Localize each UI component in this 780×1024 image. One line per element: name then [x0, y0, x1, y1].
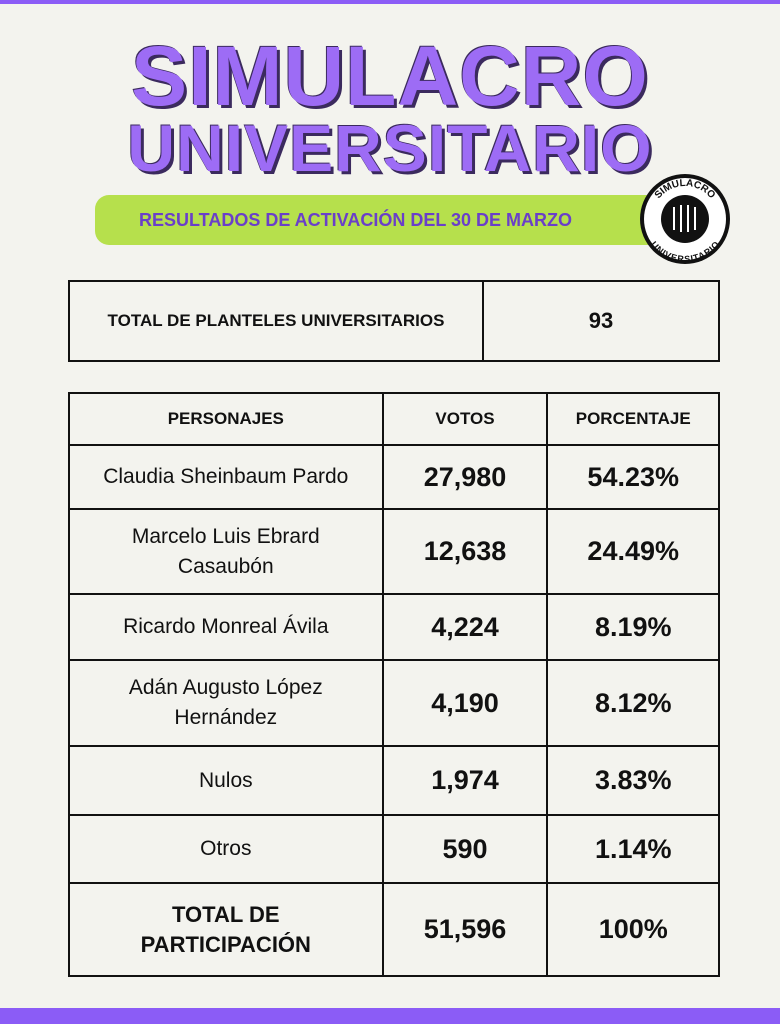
banner: RESULTADOS DE ACTIVACIÓN DEL 30 DE MARZO	[95, 195, 665, 245]
title: SIMULACRO	[131, 29, 649, 123]
total-cell: 51,596	[381, 882, 549, 977]
summary-label: TOTAL DE PLANTELES UNIVERSITARIOS	[68, 280, 484, 362]
percent-cell: 24.49%	[546, 508, 720, 595]
row: Nulos 1,974 3.83%	[68, 745, 720, 816]
percent-cell: 8.19%	[546, 593, 720, 661]
row: Adán Augusto López Hernández 4,190 8.12%	[68, 659, 720, 747]
votes-cell: 4,190	[381, 659, 549, 747]
results-table: PERSONAJES VOTOS PORCENTAJE Claudia Sheinba…	[68, 392, 720, 977]
row: Claudia Sheinbaum Pardo 27,980 54.23%	[68, 444, 720, 510]
votes-cell: 27,980	[381, 444, 549, 510]
row: Ricardo Monreal Ávila 4,224 8.19%	[68, 593, 720, 661]
name-cell: Otros	[68, 814, 384, 884]
column-header: PERSONAJES	[68, 392, 384, 446]
percent-cell: 54.23%	[546, 444, 720, 510]
logo: SIMULACRO UNIVERSITARIO	[640, 174, 730, 265]
name-cell: Claudia Sheinbaum Pardo	[68, 444, 384, 510]
percent-cell: 1.14%	[546, 814, 720, 884]
votes-cell: 4,224	[381, 593, 549, 661]
total-cell: 100%	[546, 882, 720, 977]
name-cell: Adán Augusto López Hernández	[68, 659, 384, 747]
votes-cell: 590	[381, 814, 549, 884]
bottom-bar	[0, 1008, 780, 1024]
header-row: PERSONAJES VOTOS PORCENTAJE	[68, 392, 720, 446]
total-label: TOTAL DE PARTICIPACIÓN	[68, 882, 384, 977]
row: Marcelo Luis Ebrard Casaubón 12,638 24.49%	[68, 508, 720, 595]
column-header: PORCENTAJE	[546, 392, 720, 446]
name-cell: Nulos	[68, 745, 384, 816]
row: Otros 590 1.14%	[68, 814, 720, 884]
name-cell: Marcelo Luis Ebrard Casaubón	[68, 508, 384, 595]
votes-cell: 12,638	[381, 508, 549, 595]
summary-value: 93	[482, 280, 720, 362]
title: UNIVERSITARIO	[127, 111, 653, 185]
percent-cell: 8.12%	[546, 659, 720, 747]
total-row: TOTAL DE PARTICIPACIÓN 51,596 100%	[68, 882, 720, 977]
summary-table: TOTAL DE PLANTELES UNIVERSITARIOS 93	[68, 280, 720, 362]
votes-cell: 1,974	[381, 745, 549, 816]
name-cell: Ricardo Monreal Ávila	[68, 593, 384, 661]
percent-cell: 3.83%	[546, 745, 720, 816]
top-bar	[0, 0, 780, 4]
column-header: VOTOS	[381, 392, 549, 446]
